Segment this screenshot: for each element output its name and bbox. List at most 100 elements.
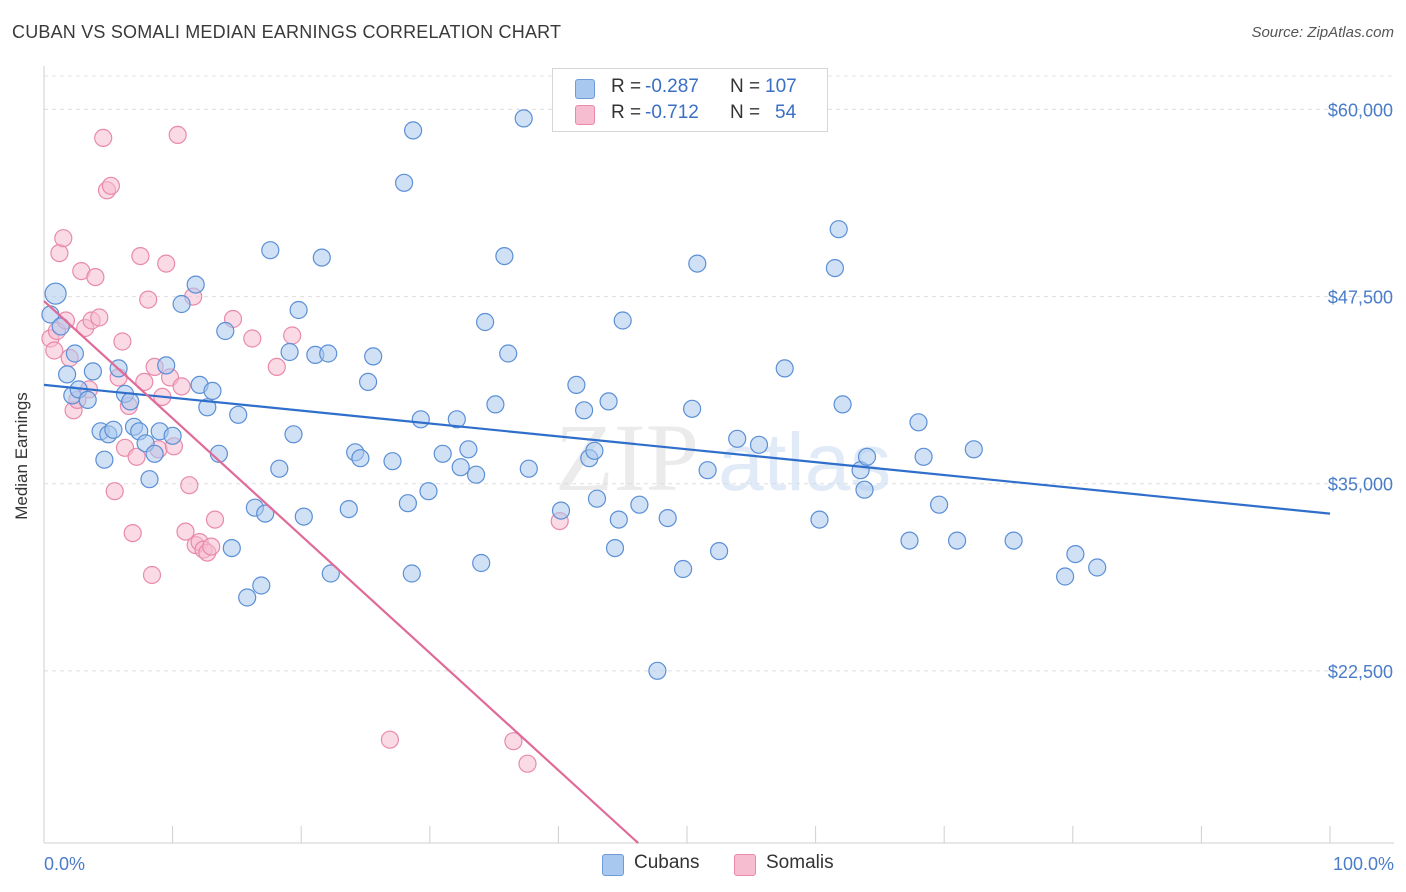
cuban-point [284, 425, 303, 444]
cuban-point [749, 435, 769, 454]
somali-point [123, 523, 142, 543]
bottom-legend-swatch-somalis [734, 854, 756, 876]
cuban-point [163, 426, 182, 445]
cuban-point [395, 173, 414, 192]
cuban-point [261, 241, 280, 260]
somali-point [90, 308, 109, 327]
cuban-point [411, 410, 430, 429]
legend-n-value: 54 [775, 102, 797, 123]
somali-point [139, 290, 158, 309]
cuban-point [810, 510, 829, 529]
cuban-point [256, 504, 275, 523]
y-tick-label: $35,000 [1328, 475, 1393, 495]
somali-point [131, 247, 150, 266]
cuban-point [495, 247, 514, 266]
somali-point [172, 377, 191, 396]
cuban-point [673, 559, 693, 579]
y-tick-labels: $60,000 $47,500 $35,000 $22,500 [1328, 100, 1393, 681]
cuban-point [467, 465, 486, 484]
cuban-point [419, 482, 438, 501]
cuban-point [829, 220, 848, 239]
chart-title: CUBAN VS SOMALI MEDIAN EARNINGS CORRELAT… [12, 22, 562, 42]
y-tick-label: $22,500 [1328, 662, 1393, 682]
cuban-point [574, 401, 594, 420]
cuban-point [198, 398, 217, 417]
somali-point [94, 128, 113, 147]
cuban-point [472, 553, 491, 573]
legend-n-label: N = [730, 102, 761, 123]
somali-point [135, 372, 154, 391]
legend-r-value: -0.287 [645, 76, 699, 97]
cuban-point [587, 489, 607, 508]
x-tick-label-left: 0.0% [44, 854, 85, 874]
somali-point [105, 482, 124, 501]
cuban-point [459, 440, 478, 459]
cuban-point [447, 410, 466, 429]
cuban-point [825, 259, 845, 278]
cuban-point [229, 405, 248, 424]
somali-point [157, 254, 176, 273]
cuban-point [104, 420, 123, 439]
cuban-point [186, 275, 205, 294]
cuban-point [599, 392, 618, 411]
legend-r-label: R = [611, 76, 642, 97]
cuban-point [157, 356, 176, 375]
somali-point [54, 229, 73, 248]
somali-point [205, 510, 225, 529]
somali-point [504, 732, 523, 751]
somali-point [202, 537, 221, 556]
cuban-point [404, 121, 423, 140]
cuban-point [709, 541, 729, 561]
cuban-point [630, 495, 649, 514]
cuban-point [728, 429, 747, 448]
somali-point [283, 326, 302, 345]
cuban-point [321, 564, 340, 583]
cuban-point [238, 588, 257, 607]
cuban-point [402, 564, 421, 583]
cuban-point [339, 500, 358, 519]
trend-line-cubans [43, 383, 1331, 515]
somali-point [380, 730, 399, 749]
cuban-point [658, 508, 677, 528]
somali-point [176, 522, 195, 541]
cuban-point [121, 392, 140, 411]
bottom-legend-label-somalis: Somalis [766, 852, 834, 873]
somali-point [50, 244, 69, 263]
somali-point [101, 176, 121, 195]
cuban-point [319, 344, 338, 363]
somali-point [86, 268, 105, 287]
cuban-point [78, 390, 97, 409]
cuban-point [947, 531, 967, 550]
cuban-point [51, 317, 70, 336]
cuban-point [252, 576, 271, 595]
cuban-point [914, 447, 933, 466]
trend-lines [43, 300, 1331, 844]
cuban-point [1004, 531, 1023, 550]
cuban-point [857, 447, 877, 466]
cuban-point [294, 507, 313, 526]
cuban-point [682, 399, 702, 418]
cuban-point [567, 375, 586, 394]
cuban-point [280, 342, 299, 362]
cuban-point [1088, 558, 1107, 577]
watermark: ZIP atlas [555, 404, 891, 511]
cuban-point [499, 344, 518, 363]
series-somalis [41, 125, 569, 773]
cuban-point [398, 494, 417, 513]
legend-swatch-somalis [575, 105, 595, 125]
cuban-point [964, 440, 983, 459]
x-tick-labels: 0.0% 100.0% [44, 854, 1394, 874]
cuban-point [519, 459, 538, 478]
cuban-point [270, 459, 289, 478]
cuban-point [44, 282, 67, 305]
gridlines [44, 75, 1394, 672]
somali-point [180, 476, 199, 495]
cuban-point [613, 311, 632, 330]
cuban-point [83, 362, 103, 381]
cuban-point [551, 501, 571, 520]
legend-r-label: R = [611, 102, 642, 123]
cuban-point [1066, 544, 1085, 564]
legend-swatch-cubans [575, 79, 595, 99]
cuban-point [359, 372, 378, 391]
axes [43, 66, 1394, 844]
